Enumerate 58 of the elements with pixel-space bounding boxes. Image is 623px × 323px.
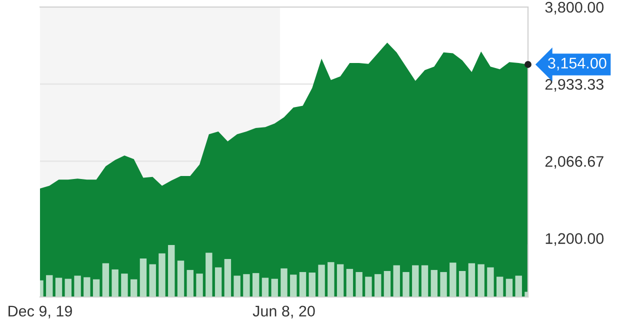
- y-tick-label: 2,066.67: [545, 156, 604, 169]
- bar: [149, 264, 156, 297]
- bar: [458, 271, 466, 297]
- bar: [384, 271, 391, 297]
- bar: [186, 270, 194, 297]
- bar: [214, 267, 222, 297]
- bar: [393, 265, 400, 297]
- bar: [468, 263, 476, 297]
- y-tick-label: 3,800.00: [545, 2, 604, 14]
- bar: [112, 269, 118, 297]
- bar: [177, 260, 184, 297]
- bar: [430, 270, 438, 297]
- bar: [328, 262, 334, 297]
- bar: [158, 253, 166, 297]
- annotation: 3,154.00: [548, 58, 606, 70]
- bar: [412, 265, 419, 297]
- bar: [290, 274, 297, 297]
- bar: [374, 274, 382, 297]
- y-tick-label: 2,933.33: [545, 78, 604, 92]
- bar: [140, 258, 147, 297]
- y-tick-label: 1,200.00: [546, 233, 604, 246]
- bar: [318, 264, 325, 297]
- bar: [92, 279, 100, 297]
- bar: [280, 268, 288, 297]
- bar: [168, 245, 175, 297]
- bar: [102, 263, 110, 297]
- bar: [487, 267, 494, 297]
- bar: [271, 278, 278, 297]
- bar: [84, 277, 90, 297]
- bar: [346, 268, 354, 297]
- bar: [224, 259, 232, 297]
- bar: [196, 274, 203, 297]
- bar: [478, 264, 484, 297]
- x-tick-label: Dec 9, 19: [8, 306, 72, 318]
- bar: [308, 272, 316, 297]
- bar: [515, 276, 522, 297]
- bar: [74, 276, 81, 297]
- bar: [243, 274, 250, 297]
- bar: [336, 264, 344, 297]
- bar: [496, 276, 504, 297]
- bar: [121, 274, 128, 297]
- bar: [206, 252, 212, 297]
- bar: [299, 272, 306, 297]
- bar: [234, 276, 240, 297]
- bar: [421, 265, 428, 297]
- bar: [130, 279, 138, 297]
- bar: [46, 275, 53, 297]
- bar: [402, 272, 410, 297]
- x-tick-label: Jun 8, 20: [252, 306, 315, 318]
- bar: [440, 272, 447, 297]
- bar: [356, 272, 362, 297]
- bar: [64, 278, 72, 297]
- bar: [365, 276, 372, 297]
- bar: [506, 278, 513, 297]
- bar: [262, 278, 269, 297]
- bar: [252, 273, 260, 297]
- bar: [450, 262, 456, 297]
- bar: [55, 278, 62, 297]
